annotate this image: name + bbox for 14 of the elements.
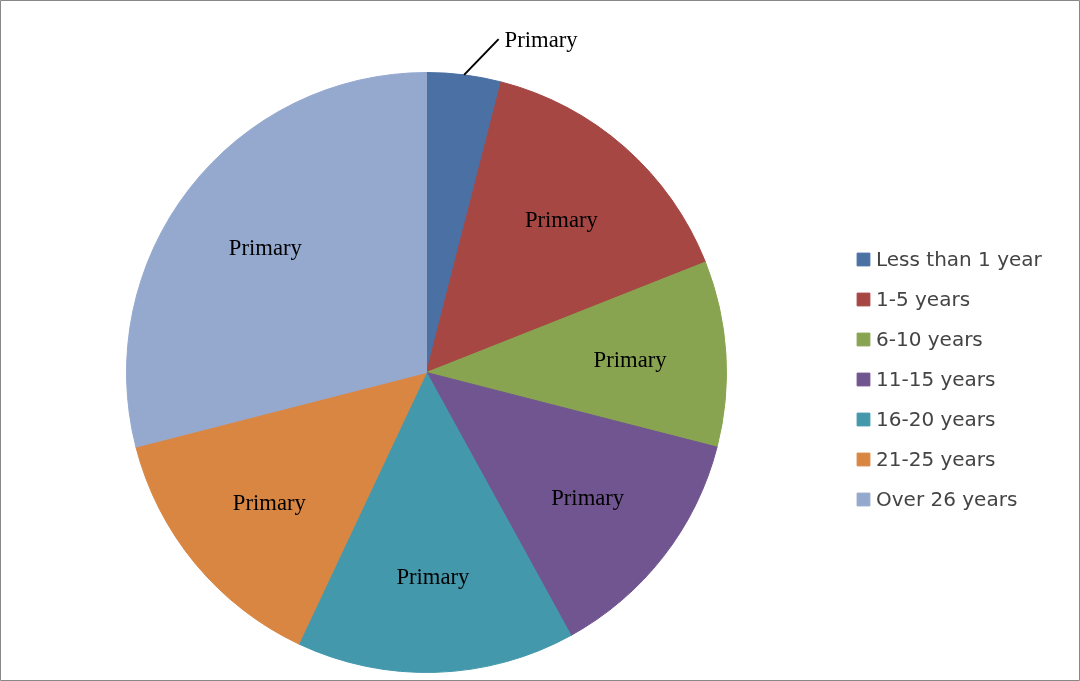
legend-label: 16-20 years (876, 407, 996, 431)
data-label: Primary (396, 563, 471, 589)
data-label: Primary (228, 234, 303, 260)
legend-label: 1-5 years (876, 287, 971, 311)
legend-label: 6-10 years (876, 327, 983, 351)
data-label: Primary (504, 26, 579, 52)
legend-label: 11-15 years (876, 367, 996, 391)
legend-label: Less than 1 year (876, 247, 1042, 271)
legend-label: Over 26 years (876, 487, 1018, 511)
legend-label: 21-25 years (876, 447, 996, 471)
data-label: Primary (593, 347, 668, 373)
data-label: Primary (524, 206, 599, 232)
data-label: Primary (551, 485, 625, 511)
data-label: Primary (232, 490, 307, 516)
